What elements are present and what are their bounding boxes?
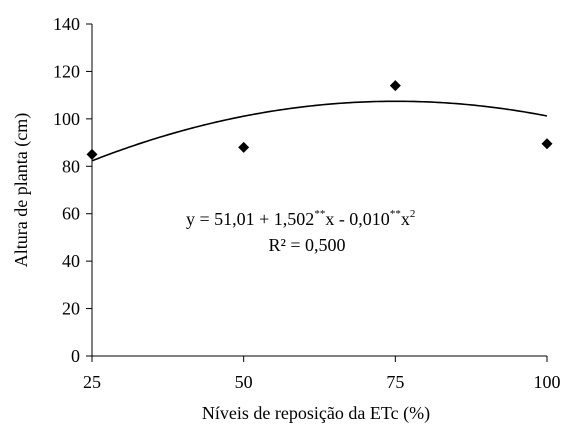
data-point-marker (541, 138, 553, 150)
y-tick-label: 0 (71, 346, 80, 366)
data-points (86, 80, 553, 160)
y-axis-title: Altura de planta (cm) (11, 113, 32, 267)
x-tick-label: 25 (83, 372, 101, 392)
y-tick-label: 40 (62, 251, 80, 271)
y-tick-label: 20 (62, 299, 80, 319)
data-point-marker (389, 80, 401, 92)
y-tick-label: 100 (53, 109, 80, 129)
significance-2: ** (390, 208, 401, 220)
y-tick-label: 140 (53, 14, 80, 34)
equation-annotation: y = 51,01 + 1,502**x - 0,010**x2 (186, 208, 415, 229)
trend-line (91, 100, 548, 162)
y-tick-labels: 0 20 40 60 80 100 120 140 (53, 14, 80, 366)
x-tick-label: 100 (534, 372, 561, 392)
significance-1: ** (314, 208, 325, 220)
exponent: 2 (410, 208, 416, 220)
equation-part-1: y = 51,01 + 1,502 (186, 209, 314, 229)
data-point-marker (238, 141, 250, 153)
equation-part-2: x - 0,010 (325, 209, 390, 229)
r-squared-annotation: R² = 0,500 (268, 235, 345, 255)
x-tick-label: 50 (235, 372, 253, 392)
y-tick-label: 80 (62, 156, 80, 176)
y-tick-label: 120 (53, 61, 80, 81)
y-tick-label: 60 (62, 204, 80, 224)
x-axis-title: Níveis de reposição da ETc (%) (202, 403, 430, 424)
x-tick-label: 75 (386, 372, 404, 392)
x-tick-labels: 25 50 75 100 (83, 372, 561, 392)
data-point-marker (86, 148, 98, 160)
equation-part-3: x (401, 209, 410, 229)
axes (86, 23, 548, 362)
